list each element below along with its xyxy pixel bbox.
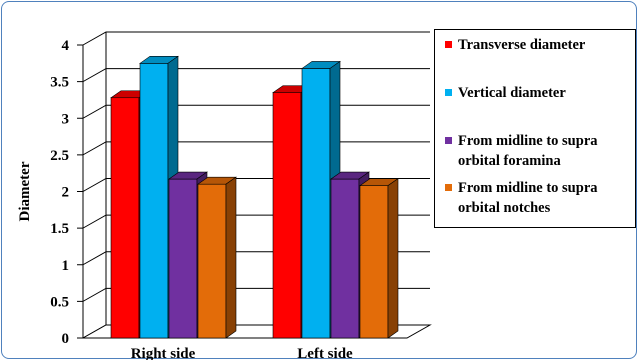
y-tick-label: 4: [62, 38, 70, 54]
legend-swatch: [445, 184, 452, 191]
legend-label: Transverse diameter: [458, 37, 586, 53]
y-tick-label: 3: [62, 111, 70, 127]
legend-label: Vertical diameter: [458, 85, 566, 101]
bar-front: [272, 92, 302, 339]
legend-label: From midline to supra orbital foramina: [458, 133, 598, 169]
y-tick-label: 1: [62, 258, 70, 274]
bar-front: [197, 183, 227, 339]
y-tick-label: 0.5: [50, 294, 69, 310]
legend-item-foramina: From midline to supra orbital foramina: [445, 131, 636, 171]
y-tick-label: 3.5: [50, 75, 69, 91]
legend-swatch: [445, 41, 452, 48]
bar-front: [359, 185, 389, 339]
y-tick-label: 2: [62, 185, 70, 201]
bar-front: [168, 178, 198, 339]
x-category-label: Right side: [131, 346, 196, 360]
legend-label: From midline to supra orbital notches: [458, 180, 598, 216]
legend-swatch: [445, 137, 452, 144]
y-axis-title: Diameter: [17, 161, 33, 221]
bar-front: [110, 97, 140, 339]
bar-front: [139, 63, 169, 339]
gridline: [82, 68, 430, 83]
x-category-label: Left side: [297, 346, 353, 360]
legend-item-vertical: Vertical diameter: [445, 83, 636, 103]
legend: Transverse diameter Vertical diameter Fr…: [434, 29, 636, 228]
bar-side: [387, 178, 399, 339]
y-tick-label: 0: [62, 331, 70, 347]
legend-swatch: [445, 89, 452, 96]
y-tick-label: 1.5: [50, 221, 69, 237]
legend-item-transverse: Transverse diameter: [445, 35, 636, 55]
bar-side: [225, 176, 237, 339]
y-tick-label: 2.5: [50, 148, 69, 164]
gridline: [82, 31, 430, 46]
bar-front: [330, 178, 360, 339]
legend-item-notches: From midline to supra orbital notches: [445, 178, 636, 218]
bar-front: [301, 68, 331, 339]
